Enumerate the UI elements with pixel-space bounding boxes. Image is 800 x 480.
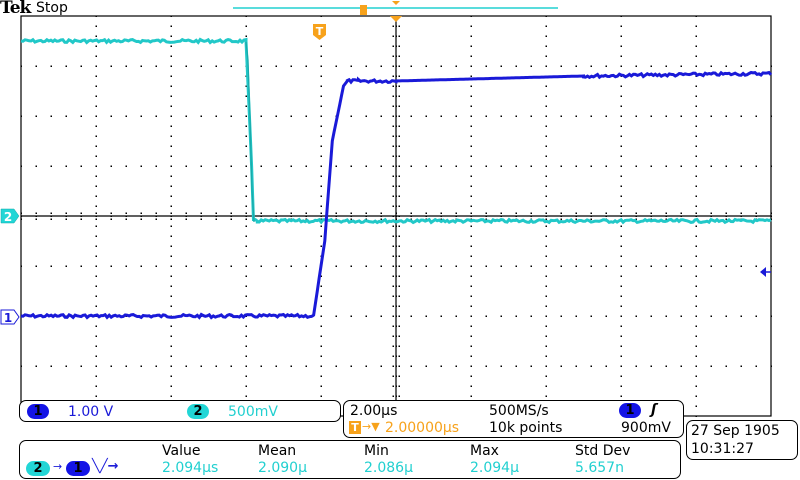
- trigger-level-marker: [760, 267, 771, 277]
- trigger-delay: 2.00000µs: [385, 420, 460, 436]
- ch1-ground-marker: 1: [0, 309, 20, 325]
- ch2-scale: 500mV: [228, 404, 278, 420]
- meas-value: 2.094µs: [162, 460, 219, 476]
- ch1-badge[interactable]: 1: [27, 404, 49, 419]
- col-max: Max: [470, 443, 499, 459]
- trigger-level: 900mV: [621, 420, 671, 436]
- svg-text:1: 1: [4, 311, 12, 325]
- col-value: Value: [162, 443, 201, 459]
- record-center-marker: [392, 1, 400, 5]
- rising-edge-icon: ʃ: [651, 402, 657, 418]
- meas-max: 2.094µ: [470, 460, 519, 476]
- meas-mean: 2.090µ: [258, 460, 307, 476]
- trigger-point-icon: T: [313, 24, 326, 40]
- col-min: Min: [364, 443, 389, 459]
- meas-min: 2.086µ: [364, 460, 413, 476]
- col-mean: Mean: [258, 443, 297, 459]
- svg-text:T: T: [316, 25, 324, 38]
- horizontal-trigger-panel[interactable]: 2.00µs T →▼ 2.00000µs 500MS/s 10k points…: [343, 400, 684, 438]
- ch1-scale: 1.00 V: [68, 404, 114, 420]
- brand-logo: Tek: [0, 0, 31, 18]
- datetime-panel: 27 Sep 1905 10:31:27: [686, 420, 798, 460]
- ch2-badge[interactable]: 2: [187, 404, 209, 419]
- channel-readout-panel[interactable]: 1 1.00 V 2 500mV: [19, 400, 341, 422]
- col-std-dev: Std Dev: [575, 443, 631, 459]
- measurement-source-from: 2: [26, 461, 50, 476]
- measurement-panel[interactable]: 2 → 1 ╲╱→ Value 2.094µs Mean 2.090µ Min …: [19, 440, 681, 479]
- ch2-ground-marker: 2: [0, 208, 20, 224]
- trigger-position-icon: T: [349, 421, 361, 434]
- trigger-position-marker: [390, 16, 402, 22]
- ch1-waveform: [20, 70, 773, 320]
- acquisition-state: Stop: [36, 0, 68, 16]
- date: 27 Sep 1905: [691, 423, 780, 439]
- meas-std-dev: 5.657n: [575, 460, 624, 476]
- record-length: 10k points: [489, 420, 563, 436]
- svg-text:2: 2: [4, 210, 12, 224]
- sample-rate: 500MS/s: [489, 403, 549, 419]
- record-trigger-marker: [360, 5, 367, 15]
- measurement-source-to: 1: [66, 461, 90, 476]
- trigger-source-badge[interactable]: 1: [619, 403, 641, 418]
- arrow-right-icon: →▼: [362, 420, 380, 433]
- arrow-right-icon: →: [53, 460, 63, 473]
- time: 10:31:27: [691, 441, 754, 457]
- time-per-div: 2.00µs: [350, 403, 398, 419]
- ch2-waveform: [20, 37, 772, 225]
- delay-edge-icon: ╲╱→: [92, 459, 119, 474]
